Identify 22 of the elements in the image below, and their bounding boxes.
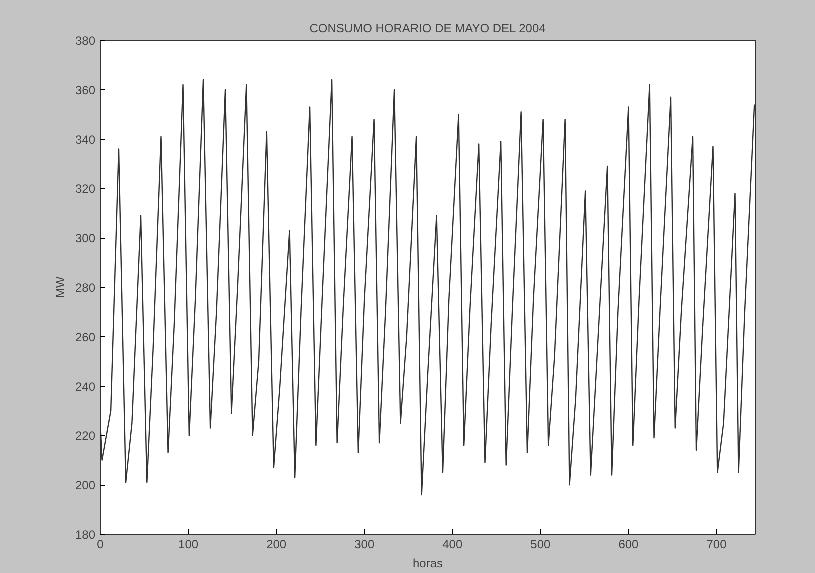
x-tick-label: 400 bbox=[442, 538, 463, 552]
y-tick-label: 180 bbox=[75, 528, 96, 542]
y-tick-label: 320 bbox=[75, 182, 96, 196]
x-tick-label: 500 bbox=[530, 538, 552, 552]
y-tick-label: 220 bbox=[75, 429, 96, 444]
y-tick-label: 200 bbox=[75, 478, 96, 493]
x-tick-label: 200 bbox=[266, 538, 287, 552]
y-tick-label: 280 bbox=[75, 281, 96, 295]
x-axis-title: horas bbox=[412, 556, 444, 570]
x-tick-label: 600 bbox=[618, 538, 640, 552]
y-tick-label: 380 bbox=[75, 34, 96, 48]
x-tick-label: 100 bbox=[178, 538, 199, 552]
y-tick-label: 360 bbox=[75, 83, 96, 98]
y-tick-label: 340 bbox=[75, 132, 96, 147]
y-axis-title: MW bbox=[53, 276, 68, 298]
y-tick-label: 300 bbox=[75, 232, 96, 246]
x-tick-label: 700 bbox=[706, 538, 728, 552]
x-tick-label: 300 bbox=[354, 538, 375, 552]
y-tick-label: 260 bbox=[75, 330, 96, 344]
chart-title: CONSUMO HORARIO DE MAYO DEL 2004 bbox=[310, 22, 546, 36]
y-tick-label: 240 bbox=[75, 380, 96, 394]
x-tick-label: 0 bbox=[97, 538, 104, 552]
